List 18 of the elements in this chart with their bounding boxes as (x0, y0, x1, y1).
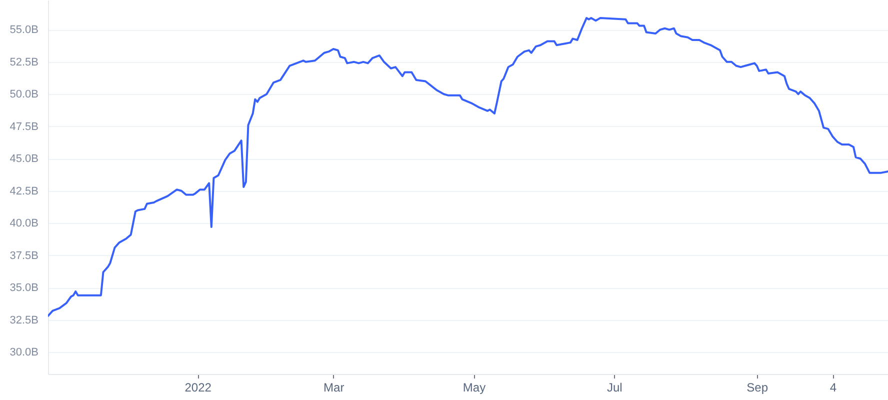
x-tick-label: Sep (746, 380, 768, 394)
x-tick-label: Jul (606, 380, 622, 394)
y-tick-label: 45.0B (10, 153, 38, 166)
x-tick-label: Mar (324, 380, 344, 394)
y-tick-label: 55.0B (10, 24, 38, 36)
y-tick-label: 52.5B (10, 56, 38, 68)
x-tick-label: May (462, 380, 486, 394)
y-tick-label: 35.0B (10, 282, 38, 294)
y-tick-label: 37.5B (10, 250, 38, 262)
y-tick-label: 50.0B (10, 88, 38, 101)
y-tick-label: 32.5B (10, 314, 38, 326)
y-tick-label: 47.5B (10, 120, 38, 133)
x-tick-label: 2022 (184, 380, 212, 394)
x-tick-label: 4 (830, 380, 837, 394)
y-tick-label: 30.0B (10, 346, 38, 359)
y-tick-label: 40.0B (10, 218, 38, 230)
y-tick-label: 42.5B (10, 185, 38, 198)
line-series (48, 17, 888, 317)
